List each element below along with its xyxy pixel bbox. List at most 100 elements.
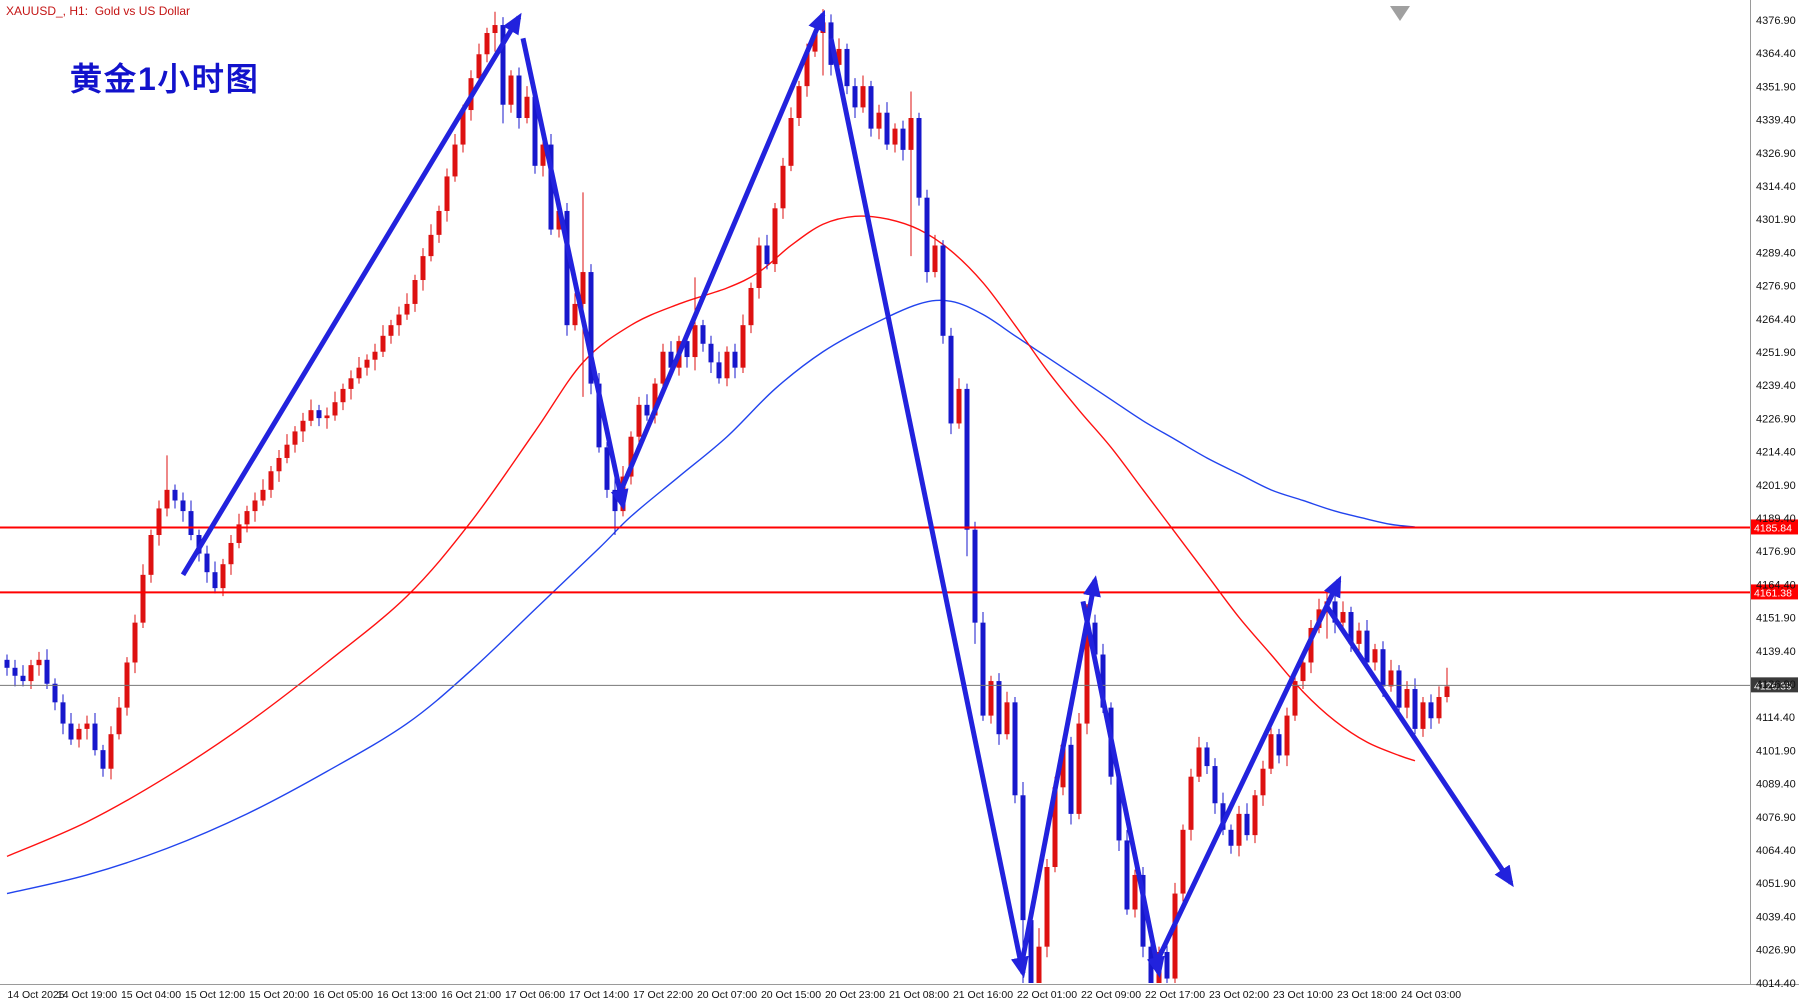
candle-body	[948, 335, 954, 424]
price-axis[interactable]: 4376.90 4364.40 4351.90 4339.40 4326.90 4314.…	[1756, 15, 1796, 990]
candle-body	[364, 359, 370, 368]
candle-body	[876, 112, 882, 129]
time-axis-label: 23 Oct 10:00	[1273, 989, 1333, 1001]
price-axis-label: 4326.90	[1756, 148, 1796, 160]
candle-body	[492, 25, 498, 34]
price-axis-label: 4226.90	[1756, 413, 1796, 425]
candle-body	[956, 388, 962, 424]
trend-arrow[interactable]	[1020, 575, 1101, 958]
candle-body	[500, 25, 506, 105]
time-axis-label: 20 Oct 23:00	[825, 989, 885, 1001]
candle-body	[1260, 768, 1266, 796]
candle-body	[68, 723, 74, 740]
candle-body	[692, 325, 698, 358]
candle-body	[1044, 866, 1050, 947]
trend-arrow[interactable]	[616, 9, 826, 497]
candle-body	[276, 457, 282, 472]
candle-body	[1356, 630, 1362, 644]
candle-body	[308, 410, 314, 421]
candle-body	[140, 574, 146, 623]
chart-shift-icon[interactable]	[1390, 6, 1410, 21]
candle-body	[1172, 893, 1178, 979]
candle-body	[1060, 744, 1066, 788]
candle-body	[644, 404, 650, 416]
time-axis-label: 23 Oct 02:00	[1209, 989, 1269, 1001]
candle-body	[1028, 920, 1034, 983]
price-badge-label: 4185.84	[1754, 522, 1792, 534]
candle-body	[228, 542, 234, 565]
candle-body	[532, 96, 538, 166]
trend-arrows-layer	[180, 9, 1514, 979]
candle-body	[924, 197, 930, 273]
candle-body	[1116, 776, 1122, 841]
candle-body	[716, 362, 722, 379]
time-axis-label: 15 Oct 20:00	[249, 989, 309, 1001]
trend-arrow[interactable]	[1324, 605, 1514, 888]
price-axis-label: 4051.90	[1756, 878, 1796, 890]
candle-body	[1348, 612, 1354, 644]
time-axis-label: 14 Oct 2025	[7, 989, 64, 1001]
candle-body	[916, 118, 922, 198]
symbol-title: XAUUSD_, H1: Gold vs US Dollar	[6, 4, 191, 18]
candle-body	[508, 75, 514, 105]
candle-body	[580, 272, 586, 304]
candle-body	[44, 659, 50, 684]
candle-body	[628, 436, 634, 477]
candle-body	[1420, 702, 1426, 729]
time-axis-label: 22 Oct 17:00	[1145, 989, 1205, 1001]
candle-body	[1244, 813, 1250, 836]
trend-arrow[interactable]	[1156, 575, 1342, 959]
price-axis-label: 4339.40	[1756, 115, 1796, 127]
candle-body	[596, 383, 602, 448]
price-axis-label: 4026.90	[1756, 945, 1796, 957]
price-axis-label: 4151.90	[1756, 613, 1796, 625]
candle-body	[380, 335, 386, 352]
candle-body	[684, 341, 690, 358]
candle-body	[460, 110, 466, 145]
trend-arrow[interactable]	[180, 12, 522, 577]
candle-body	[852, 86, 858, 108]
candle-body	[1404, 689, 1410, 708]
candle-body	[92, 723, 98, 751]
trend-arrow[interactable]	[520, 37, 629, 511]
ma-fast-line[interactable]	[6, 215, 1416, 858]
time-axis-label: 16 Oct 21:00	[441, 989, 501, 1001]
candle-body	[1132, 874, 1138, 910]
candle-body	[348, 378, 354, 389]
candle-body	[748, 287, 754, 326]
candle-body	[1084, 622, 1090, 724]
candle-body	[1020, 795, 1026, 921]
price-axis-label: 4039.40	[1756, 911, 1796, 923]
candle-body	[220, 564, 226, 589]
candle-body	[1092, 622, 1098, 655]
ma-slow-line[interactable]	[6, 299, 1416, 895]
candle-body	[412, 280, 418, 304]
candle-body	[84, 723, 90, 729]
candle-body	[212, 572, 218, 589]
candle-body	[660, 351, 666, 384]
candle-body	[908, 118, 914, 150]
candle-body	[996, 681, 1002, 735]
candle-body	[524, 96, 530, 119]
price-axis-label: 4064.40	[1756, 845, 1796, 857]
trend-arrow[interactable]	[828, 37, 1029, 979]
candle-body	[204, 553, 210, 573]
price-axis-label: 4264.40	[1756, 314, 1796, 326]
time-axis-label: 16 Oct 13:00	[377, 989, 437, 1001]
trend-arrow[interactable]	[1080, 600, 1165, 979]
candle-body	[1220, 803, 1226, 830]
candle-body	[260, 489, 266, 501]
candle-body	[1364, 630, 1370, 663]
price-axis-label: 4314.40	[1756, 181, 1796, 193]
price-axis-label: 4214.40	[1756, 447, 1796, 459]
candle-body	[860, 86, 866, 108]
time-axis-label: 14 Oct 19:00	[57, 989, 117, 1001]
candle-body	[700, 325, 706, 344]
candle-body	[292, 431, 298, 445]
price-axis-label: 4239.40	[1756, 380, 1796, 392]
price-axis-label: 4189.40	[1756, 513, 1796, 525]
price-axis-label: 4301.90	[1756, 214, 1796, 226]
